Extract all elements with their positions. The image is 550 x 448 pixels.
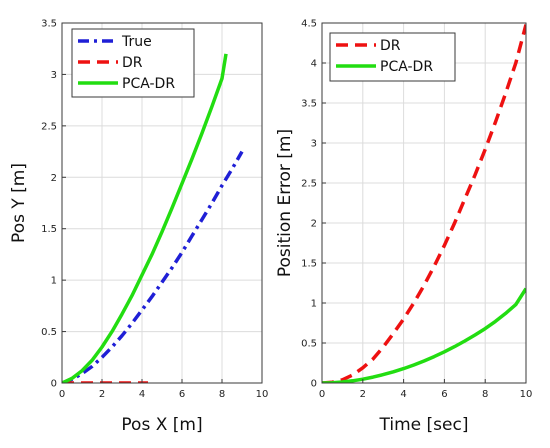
- y-tick-label: 1.5: [301, 259, 317, 270]
- x-tick-label: 2: [99, 389, 105, 400]
- y-tick-label: 2: [51, 173, 57, 184]
- legend-label: True: [121, 34, 152, 50]
- legend: True DR PCA-DR: [71, 28, 195, 98]
- y-tick-label: 2.5: [301, 179, 317, 190]
- legend-label: DR: [380, 38, 401, 54]
- y-tick-label: 3: [311, 139, 317, 150]
- chart-panel-2: 0 2 4 6 8 10 0 0.5 1 1.5 2 2.5 3 3.5 4 4.5 Time [sec] Pos…: [275, 19, 532, 436]
- legend-box: [329, 32, 456, 82]
- legend-label: PCA-DR: [380, 59, 433, 75]
- series-line-pca-dr: [322, 287, 526, 383]
- y-tick-label: 4.5: [301, 19, 317, 30]
- y-tick-label: 1.5: [41, 224, 57, 235]
- x-axis-label: Time [sec]: [379, 415, 469, 435]
- y-tick-label: 0: [311, 379, 317, 390]
- series-line-true: [62, 150, 244, 383]
- y-tick-label: 2: [311, 219, 317, 230]
- x-tick-label: 8: [482, 389, 488, 400]
- x-tick-label: 8: [219, 389, 225, 400]
- chart-panel-1: 0 2 4 6 8 10 0 0.5 1 1.5 2 2.5 3 3.5 Pos X [m] Pos Y [m…: [9, 19, 268, 436]
- x-tick-label: 2: [360, 389, 366, 400]
- y-tick-label: 0.5: [301, 339, 317, 350]
- y-tick-label: 1: [311, 299, 317, 310]
- y-tick-label: 1: [51, 276, 57, 287]
- y-tick-label: 3: [51, 70, 57, 81]
- y-axis-label: Pos Y [m]: [9, 163, 29, 243]
- x-tick-label: 6: [179, 389, 185, 400]
- y-tick-label: 2.5: [41, 121, 57, 132]
- y-tick-label: 3.5: [41, 19, 57, 30]
- x-tick-label: 0: [319, 389, 325, 400]
- y-axis-label: Position Error [m]: [275, 129, 295, 277]
- x-tick-label: 10: [256, 389, 269, 400]
- x-tick-label: 6: [441, 389, 447, 400]
- legend-box: [71, 28, 195, 98]
- y-tick-label: 0.5: [41, 327, 57, 338]
- y-tick-label: 0: [51, 379, 57, 390]
- axes-frame: [321, 22, 527, 384]
- x-tick-label: 10: [520, 389, 533, 400]
- legend: DR PCA-DR: [329, 32, 456, 82]
- legend-label: PCA-DR: [122, 76, 175, 92]
- x-tick-label: 0: [59, 389, 65, 400]
- axes-frame: [61, 22, 263, 384]
- x-tick-label: 4: [400, 389, 406, 400]
- legend-label: DR: [122, 55, 143, 71]
- y-tick-label: 3.5: [301, 99, 317, 110]
- x-tick-label: 4: [139, 389, 145, 400]
- y-tick-label: 4: [311, 59, 317, 70]
- series-line-pca-dr: [62, 53, 228, 383]
- x-axis-label: Pos X [m]: [121, 415, 202, 435]
